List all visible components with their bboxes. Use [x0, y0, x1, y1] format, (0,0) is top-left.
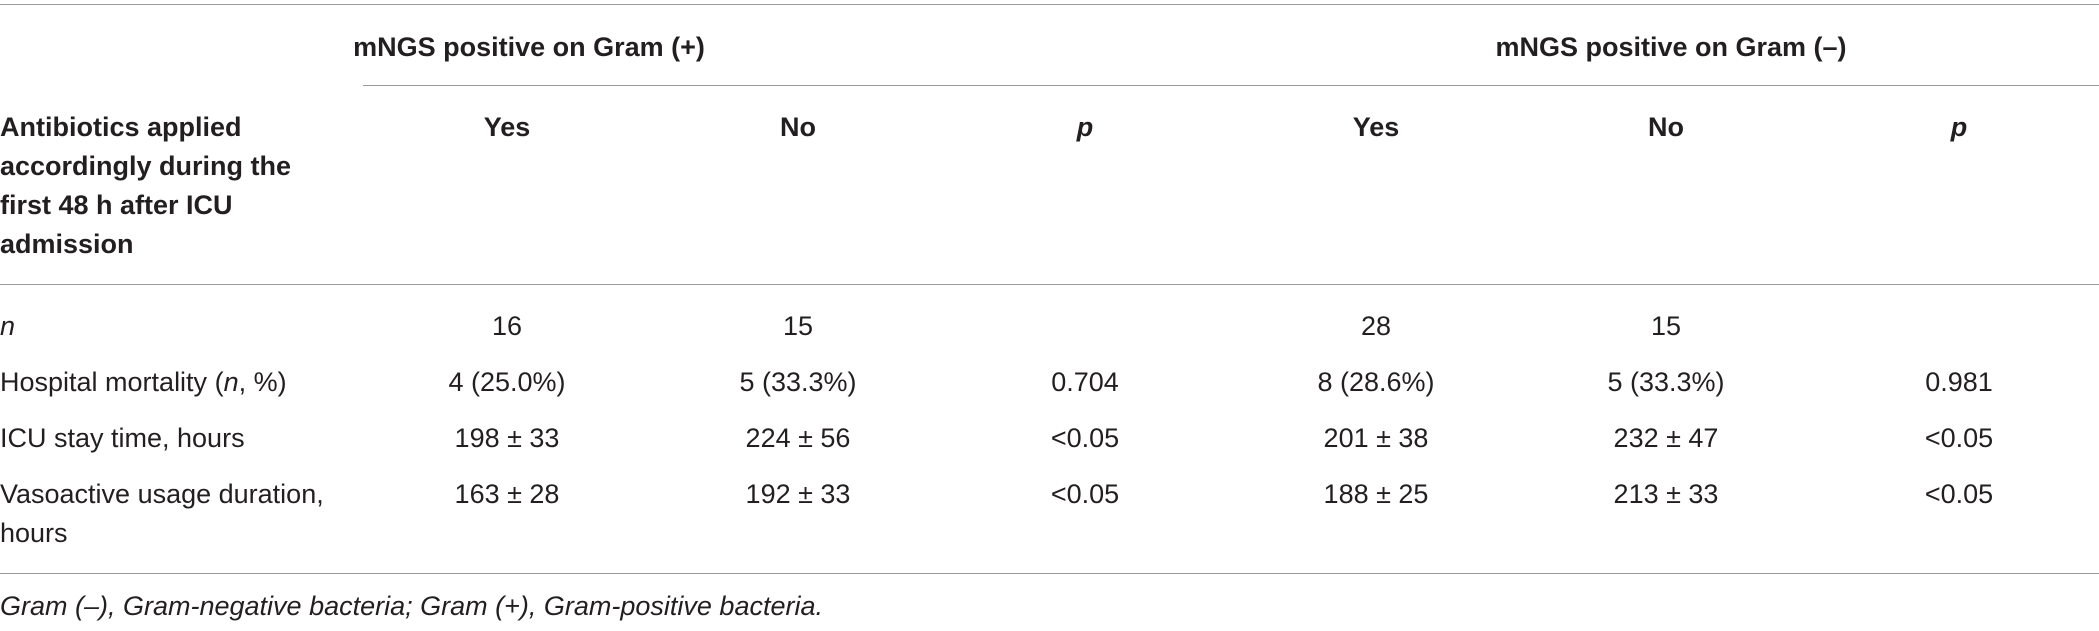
- row-label-part: , %): [238, 367, 287, 397]
- cell: 198 ± 33: [454, 423, 560, 453]
- cell: 232 ± 47: [1613, 423, 1719, 453]
- row-label-part: Vasoactive usage duration, hours: [0, 479, 324, 548]
- cell: 0.704: [1051, 367, 1119, 397]
- column-header: No: [780, 112, 816, 142]
- row-label: Hospital mortality (n, %): [0, 363, 345, 402]
- cell: 28: [1360, 311, 1392, 341]
- cell: 16: [491, 311, 523, 341]
- cell: 5 (33.3%): [739, 367, 857, 397]
- group-header: mNGS positive on Gram (+): [353, 32, 705, 62]
- row-label: ICU stay time, hours: [0, 419, 345, 458]
- cell: 15: [1650, 311, 1682, 341]
- row-label-part: Hospital mortality (: [0, 367, 224, 397]
- footnote: Gram (–), Gram-negative bacteria; Gram (…: [0, 591, 823, 621]
- top-rule: [0, 4, 2099, 5]
- cell: <0.05: [1924, 423, 1994, 453]
- row-label: Vasoactive usage duration, hours: [0, 475, 345, 553]
- cell: 0.981: [1925, 367, 1993, 397]
- cell: 188 ± 25: [1323, 479, 1429, 509]
- cell: 192 ± 33: [745, 479, 851, 509]
- group-rule: [363, 85, 2099, 86]
- column-header: p: [1076, 112, 1094, 142]
- cell: 224 ± 56: [745, 423, 851, 453]
- cell: 15: [782, 311, 814, 341]
- group-header: mNGS positive on Gram (–): [1495, 32, 1847, 62]
- column-header: p: [1950, 112, 1968, 142]
- column-header: No: [1648, 112, 1684, 142]
- cell: 4 (25.0%): [448, 367, 566, 397]
- cell: 5 (33.3%): [1607, 367, 1725, 397]
- cell: <0.05: [1050, 423, 1120, 453]
- cell: <0.05: [1924, 479, 1994, 509]
- row-label-part: n: [223, 367, 239, 397]
- cell: 213 ± 33: [1613, 479, 1719, 509]
- column-header: Yes: [1352, 112, 1400, 142]
- row-label: n: [0, 307, 345, 346]
- corner-header: Antibiotics applied accordingly during t…: [0, 112, 292, 259]
- cell: 163 ± 28: [454, 479, 560, 509]
- cell: 201 ± 38: [1323, 423, 1429, 453]
- column-header: Yes: [483, 112, 531, 142]
- row-label-part: ICU stay time, hours: [0, 423, 245, 453]
- row-label-part: n: [0, 311, 16, 341]
- header-rule: [0, 284, 2099, 285]
- cell: <0.05: [1050, 479, 1120, 509]
- cell: 8 (28.6%): [1317, 367, 1435, 397]
- bottom-rule: [0, 573, 2099, 574]
